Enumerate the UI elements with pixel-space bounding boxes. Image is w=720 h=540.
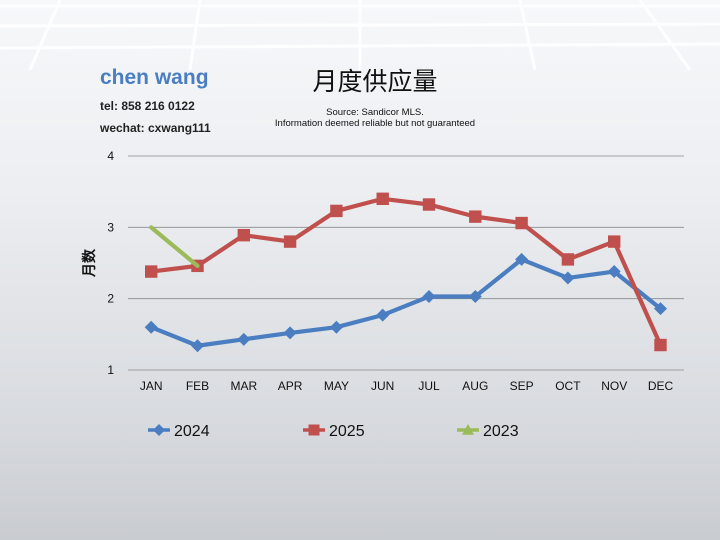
data-point <box>608 235 621 248</box>
data-point <box>469 210 482 223</box>
data-point <box>153 424 165 436</box>
x-tick-label: NOV <box>601 379 627 393</box>
y-tick-label: 2 <box>107 292 114 306</box>
legend-item-2023: 2023 <box>457 423 519 440</box>
x-tick-label: MAY <box>324 379 349 393</box>
series-line <box>149 196 663 348</box>
data-point <box>515 216 528 230</box>
agent-phone: tel: 858 216 0122 <box>100 99 195 113</box>
y-tick-label: 4 <box>107 149 114 163</box>
data-point <box>468 290 482 304</box>
data-point <box>308 424 320 436</box>
data-point <box>654 302 667 316</box>
data-point <box>561 253 575 266</box>
series-line <box>149 257 663 348</box>
data-point <box>462 424 474 435</box>
data-point <box>422 290 436 304</box>
agent-name: chen wang <box>100 66 209 89</box>
x-tick-label: MAR <box>230 379 257 393</box>
data-point <box>283 326 297 340</box>
legend-label: 2025 <box>329 423 365 440</box>
legend-item-2024: 2024 <box>148 423 210 440</box>
data-point <box>376 192 389 205</box>
y-axis-ticks: 1 2 3 4 <box>107 149 114 377</box>
data-point <box>329 320 343 334</box>
data-point <box>654 338 667 352</box>
data-point <box>191 339 204 353</box>
series-line <box>149 225 200 268</box>
disclaimer-line: Information deemed reliable but not guar… <box>274 118 476 129</box>
x-tick-label: JUN <box>371 379 394 393</box>
data-point <box>607 265 621 279</box>
data-point <box>376 308 390 322</box>
x-tick-label: OCT <box>555 379 581 393</box>
data-point <box>145 265 158 278</box>
y-axis-label: 月数 <box>81 248 98 278</box>
series-2024 <box>144 252 667 353</box>
agent-wechat: wechat: cxwang111 <box>100 121 211 135</box>
x-tick-label: DEC <box>648 379 674 393</box>
legend-label: 2024 <box>174 423 210 440</box>
legend-label: 2023 <box>483 423 519 440</box>
chart-title: 月度供应量 <box>312 67 438 96</box>
y-tick-label: 3 <box>107 220 114 234</box>
x-tick-label: APR <box>278 379 303 393</box>
gridlines <box>128 155 684 371</box>
data-point <box>422 198 436 211</box>
data-point <box>144 320 158 334</box>
legend: 2024 2025 2023 <box>148 423 519 440</box>
series-2025 <box>145 192 667 352</box>
source-line: Source: Sandicor MLS. <box>326 107 424 118</box>
legend-item-2025: 2025 <box>303 423 365 440</box>
y-tick-label: 1 <box>107 363 114 377</box>
data-point <box>515 252 529 266</box>
x-tick-label: SEP <box>510 379 534 393</box>
data-point <box>237 228 250 242</box>
x-axis-ticks: JAN FEB MAR APR MAY JUN JUL AUG SEP OCT NOV DEC <box>140 379 674 393</box>
x-tick-label: AUG <box>462 379 488 393</box>
data-point <box>237 332 251 346</box>
data-point <box>561 271 575 285</box>
x-tick-label: JAN <box>140 379 163 393</box>
data-point <box>330 204 343 218</box>
x-tick-label: JUL <box>418 379 440 393</box>
series-2023 <box>149 225 200 268</box>
data-point <box>283 235 297 248</box>
x-tick-label: FEB <box>186 379 209 393</box>
series-group <box>144 192 667 353</box>
